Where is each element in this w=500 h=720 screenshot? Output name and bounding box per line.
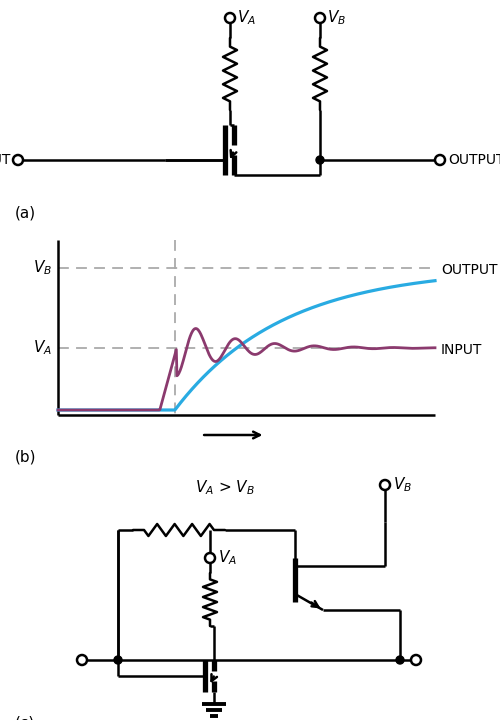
Text: (a): (a): [15, 205, 36, 220]
Circle shape: [396, 656, 404, 664]
Text: $V_B$: $V_B$: [33, 258, 52, 277]
Text: $V_B$: $V_B$: [393, 476, 412, 495]
Text: INPUT: INPUT: [441, 343, 482, 357]
Text: $V_A$: $V_A$: [33, 338, 52, 357]
Text: OUTPUT: OUTPUT: [441, 263, 498, 277]
Text: OUTPUT: OUTPUT: [448, 153, 500, 167]
Text: $V_B$: $V_B$: [327, 9, 346, 27]
Text: (c): (c): [15, 715, 35, 720]
Text: (b): (b): [15, 450, 36, 465]
Text: INPUT: INPUT: [0, 153, 11, 167]
Text: $V_A$: $V_A$: [218, 549, 237, 567]
Text: $V_A$ > $V_B$: $V_A$ > $V_B$: [195, 479, 255, 498]
Text: $V_A$: $V_A$: [237, 9, 256, 27]
Circle shape: [114, 656, 122, 664]
Circle shape: [316, 156, 324, 164]
